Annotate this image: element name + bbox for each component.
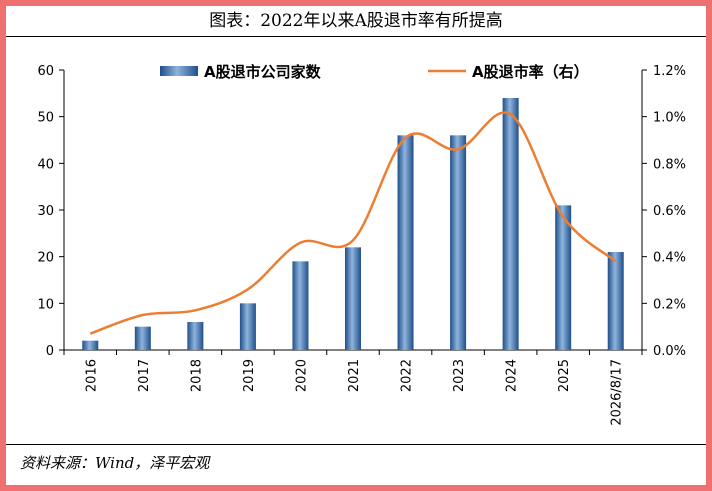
bar [450, 135, 467, 350]
source-rule [6, 444, 706, 445]
y-left-tick-label: 20 [37, 251, 54, 266]
x-tick-label: 2022 [400, 359, 415, 392]
y-left-tick-label: 30 [37, 204, 54, 219]
y-right-tick-label: 0.8% [653, 157, 686, 172]
bar [397, 135, 414, 350]
legend-line-label: A股退市率（右） [472, 63, 589, 81]
line-path [89, 111, 617, 335]
y-left-tick-label: 50 [37, 111, 54, 126]
bar [502, 98, 519, 350]
legend-bar-label: A股退市公司家数 [204, 63, 322, 81]
bar [239, 303, 256, 350]
x-tick-label: 2016 [84, 359, 99, 392]
x-tick-label: 2020 [294, 359, 309, 392]
bar [345, 247, 361, 350]
x-tick-label: 2017 [137, 359, 152, 392]
x-tick-label: 2023 [452, 359, 467, 392]
bar [292, 261, 309, 350]
y-right-tick-label: 0.2% [653, 297, 686, 312]
y-right-tick-label: 0.6% [653, 204, 686, 219]
x-tick-label: 2018 [189, 359, 204, 392]
axes: 0 10 20 30 40 50 60 0.0% 0.2% 0.4% 0.6% 0.8% 1.0% 1.2… [37, 64, 686, 426]
bar-series [82, 98, 624, 350]
x-tick-label: 2026/8/17 [610, 359, 625, 426]
x-tick-label: 2025 [557, 359, 572, 392]
y-right-tick-label: 1.0% [653, 111, 686, 126]
x-tick-label: 2021 [347, 359, 362, 392]
y-left-tick-label: 0 [46, 344, 54, 359]
legend-bar-swatch [160, 66, 198, 76]
line-series [89, 111, 617, 335]
y-right-tick-label: 0.0% [653, 344, 686, 359]
title-rule [6, 36, 706, 37]
bar [134, 326, 151, 350]
x-tick-label: 2019 [242, 359, 257, 392]
chart-title: 图表：2022年以来A股退市率有所提高 [209, 11, 503, 31]
bar [607, 252, 624, 350]
bar [82, 340, 99, 350]
y-right-tick-label: 1.2% [653, 64, 686, 79]
y-right-tick-label: 0.4% [653, 251, 686, 266]
y-left-tick-label: 60 [37, 64, 54, 79]
y-left-tick-label: 10 [37, 297, 54, 312]
source-note: 资料来源：Wind，泽平宏观 [20, 454, 210, 472]
y-left-tick-label: 40 [37, 157, 54, 172]
legend: A股退市公司家数 A股退市率（右） [160, 63, 589, 81]
bar [555, 205, 572, 350]
bar [187, 322, 204, 350]
x-tick-label: 2024 [505, 359, 520, 392]
